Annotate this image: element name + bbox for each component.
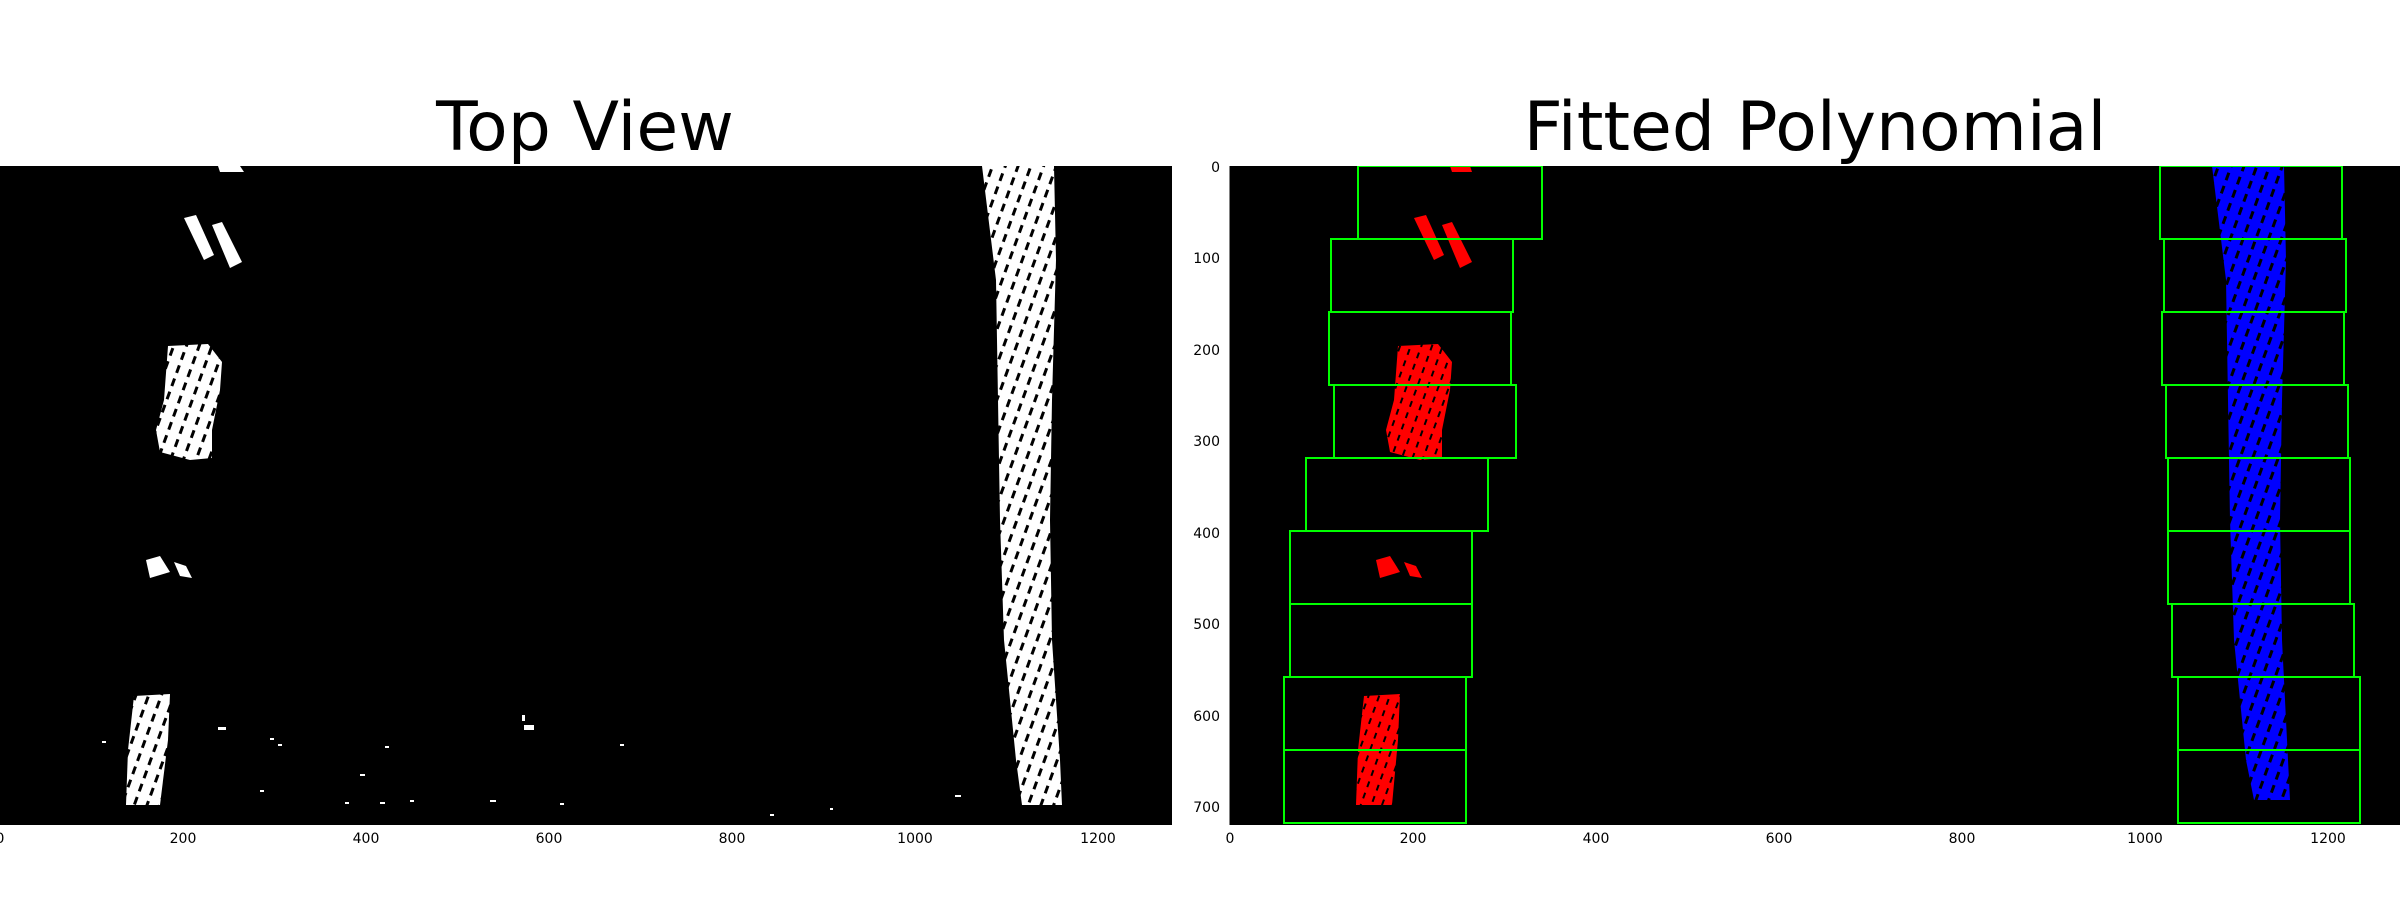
left-lane-segment-red-small-2 — [1404, 562, 1422, 578]
top-view-background — [0, 166, 1172, 825]
x-tick-label: 200 — [170, 831, 197, 847]
x-tick-label: 600 — [536, 831, 563, 847]
x-tick-label: 800 — [1949, 831, 1976, 847]
fitted-y-axis: 0 100 200 300 400 500 600 700 — [1193, 160, 1231, 825]
x-tick-label: 1000 — [2127, 831, 2163, 847]
left-lane-segment-dash-2 — [212, 222, 242, 268]
fitted-background — [1230, 166, 2400, 825]
y-tick-label: 600 — [1193, 709, 1220, 725]
x-tick-label: 800 — [719, 831, 746, 847]
search-window — [1283, 749, 1467, 824]
x-tick-label: 400 — [1583, 831, 1610, 847]
noise-specks — [102, 715, 961, 816]
x-tick-label: 200 — [1400, 831, 1427, 847]
top-view-x-axis: 0 200 400 600 800 1000 1200 — [0, 831, 1116, 847]
right-search-windows — [2159, 166, 2361, 824]
x-tick-label: 600 — [1766, 831, 1793, 847]
left-lane-segment-bottom — [126, 694, 170, 805]
y-tick-label: 400 — [1193, 526, 1220, 542]
right-lane-pixels-blue — [2212, 166, 2290, 800]
left-lane-segment-small — [146, 556, 170, 578]
right-lane-pixels — [982, 166, 1062, 805]
left-lane-segment-mid — [156, 344, 222, 460]
left-lane-segment-red-top — [1450, 166, 1472, 172]
x-tick-label: 1000 — [897, 831, 933, 847]
panel-title-fitted-polynomial: Fitted Polynomial — [1524, 88, 2107, 167]
x-tick-label: 0 — [1226, 831, 1235, 847]
y-tick-label: 300 — [1193, 434, 1220, 450]
left-lane-segment-red-small — [1376, 556, 1400, 578]
panel-title-top-view: Top View — [435, 88, 734, 167]
y-tick-label: 0 — [1211, 160, 1220, 176]
left-lane-segment-red-dash-1 — [1414, 215, 1444, 260]
x-tick-label: 400 — [353, 831, 380, 847]
fitted-polynomial-image — [1230, 166, 2400, 825]
x-tick-label: 1200 — [2310, 831, 2346, 847]
top-view-image — [0, 166, 1172, 825]
left-lane-segment-small-2 — [174, 562, 192, 578]
fitted-x-axis: 0 200 400 600 800 1000 1200 — [1226, 831, 2346, 847]
y-tick-label: 500 — [1193, 617, 1220, 633]
left-lane-segment-red-mid — [1386, 344, 1452, 460]
left-lane-segment-top — [218, 166, 244, 172]
left-search-windows — [1283, 166, 1543, 824]
left-lane-segment-dash-1 — [184, 215, 214, 260]
x-tick-label: 0 — [0, 831, 4, 847]
x-tick-label: 1200 — [1080, 831, 1116, 847]
search-window — [2177, 749, 2361, 824]
y-tick-label: 200 — [1193, 343, 1220, 359]
left-lane-segment-red-dash-2 — [1442, 222, 1472, 268]
y-tick-label: 100 — [1193, 251, 1220, 267]
y-tick-label: 700 — [1193, 800, 1220, 816]
